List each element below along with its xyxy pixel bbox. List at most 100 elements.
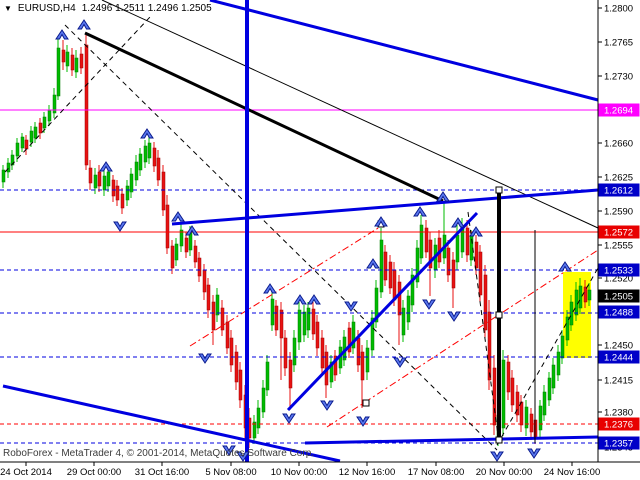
blue-trendline[interactable] <box>2 384 341 463</box>
fractal-up-icon <box>99 161 113 172</box>
price-axis-label: 1.2590 <box>604 207 633 218</box>
price-tag <box>598 263 640 277</box>
candle <box>487 311 492 381</box>
price-tag <box>598 436 640 450</box>
candle <box>152 147 157 167</box>
blue-trendline[interactable] <box>209 0 599 102</box>
blue-trendline[interactable] <box>304 435 599 445</box>
candle <box>261 387 266 413</box>
candle <box>578 285 583 309</box>
candle <box>315 321 320 349</box>
candle <box>415 247 420 283</box>
candle <box>478 251 483 296</box>
fractal-up-icon <box>469 226 483 237</box>
candle <box>1 169 6 183</box>
price-tag-label: 1.2533 <box>604 266 633 277</box>
candle <box>74 57 79 73</box>
black-dashed-trendline[interactable] <box>4 16 151 173</box>
selection-handle[interactable] <box>495 436 503 444</box>
selection-handle[interactable] <box>495 186 503 194</box>
fractal-down-icon <box>527 448 541 459</box>
candle <box>193 245 198 263</box>
price-axis-label: 1.2555 <box>604 241 633 252</box>
price-tag <box>598 183 640 197</box>
candle <box>147 142 152 159</box>
black-dashed-trendline[interactable] <box>496 267 599 446</box>
candle <box>510 377 515 406</box>
candle <box>70 54 75 71</box>
time-axis-label: 5 Nov 08:00 <box>205 467 256 478</box>
time-axis-label: 24 Nov 16:00 <box>544 467 601 478</box>
candle <box>170 245 175 269</box>
candle <box>292 337 297 366</box>
candle <box>270 298 275 326</box>
price-tag-label: 1.2612 <box>604 186 633 197</box>
candle <box>174 243 179 261</box>
candle <box>206 284 211 311</box>
candle <box>6 162 11 173</box>
black-dashed-trendline[interactable] <box>64 24 498 451</box>
price-axis-label: 1.2660 <box>604 139 633 150</box>
price-axis-label: 1.2625 <box>604 173 633 184</box>
price-tag-label: 1.2376 <box>604 420 633 431</box>
candle <box>52 94 57 114</box>
candle <box>551 364 556 389</box>
fractal-up-icon <box>293 294 307 305</box>
fractal-down-icon <box>490 451 504 462</box>
candle <box>501 359 506 429</box>
candle <box>565 316 570 341</box>
candle <box>143 145 148 163</box>
candle <box>474 241 479 269</box>
time-axis-label: 12 Nov 16:00 <box>339 467 396 478</box>
candle <box>220 307 225 331</box>
fractal-up-icon <box>140 128 154 139</box>
blue-trendline[interactable] <box>286 211 479 412</box>
candle <box>20 136 25 149</box>
time-axis-label: 24 Oct 2014 <box>0 467 52 478</box>
fractal-up-icon <box>263 283 277 294</box>
price-tag-label: 1.2444 <box>604 353 633 364</box>
black-trendline-thin[interactable] <box>101 0 599 229</box>
candle <box>451 259 456 289</box>
candle <box>424 227 429 253</box>
candle <box>93 174 98 189</box>
blue-trendline[interactable] <box>171 188 599 226</box>
selection-handle[interactable] <box>495 311 503 319</box>
candle <box>446 247 451 276</box>
red-dashed-trendline[interactable] <box>326 249 599 428</box>
candle <box>288 359 293 389</box>
fractal-up-icon <box>436 191 450 202</box>
candle <box>383 251 388 281</box>
symbol-period-label: EURUSD,H4 <box>17 3 76 14</box>
candle <box>279 309 284 339</box>
black-trendline-thick[interactable] <box>84 31 444 203</box>
candle <box>211 301 216 331</box>
selection-handle[interactable] <box>362 399 370 407</box>
price-tag <box>598 225 640 239</box>
symbol-dropdown-icon[interactable]: ▼ <box>4 4 12 13</box>
candle <box>215 294 220 316</box>
candle <box>111 179 116 197</box>
candle <box>10 154 15 166</box>
candle <box>515 391 520 416</box>
price-tag <box>598 289 640 303</box>
candle <box>15 142 20 157</box>
candle <box>138 153 143 171</box>
black-dashed-trendline[interactable] <box>467 211 500 444</box>
candle <box>56 47 61 97</box>
candle <box>320 337 325 369</box>
candle <box>356 337 361 366</box>
candle <box>202 269 207 293</box>
candle <box>388 261 393 289</box>
price-axis-label: 1.2520 <box>604 274 633 285</box>
candle <box>419 224 424 259</box>
fractal-up-icon <box>185 225 199 236</box>
candle <box>428 239 433 269</box>
fractal-up-icon <box>55 29 69 40</box>
candle <box>401 307 406 336</box>
fractal-down-icon <box>222 445 236 456</box>
candle <box>587 289 592 301</box>
candle <box>483 274 488 331</box>
